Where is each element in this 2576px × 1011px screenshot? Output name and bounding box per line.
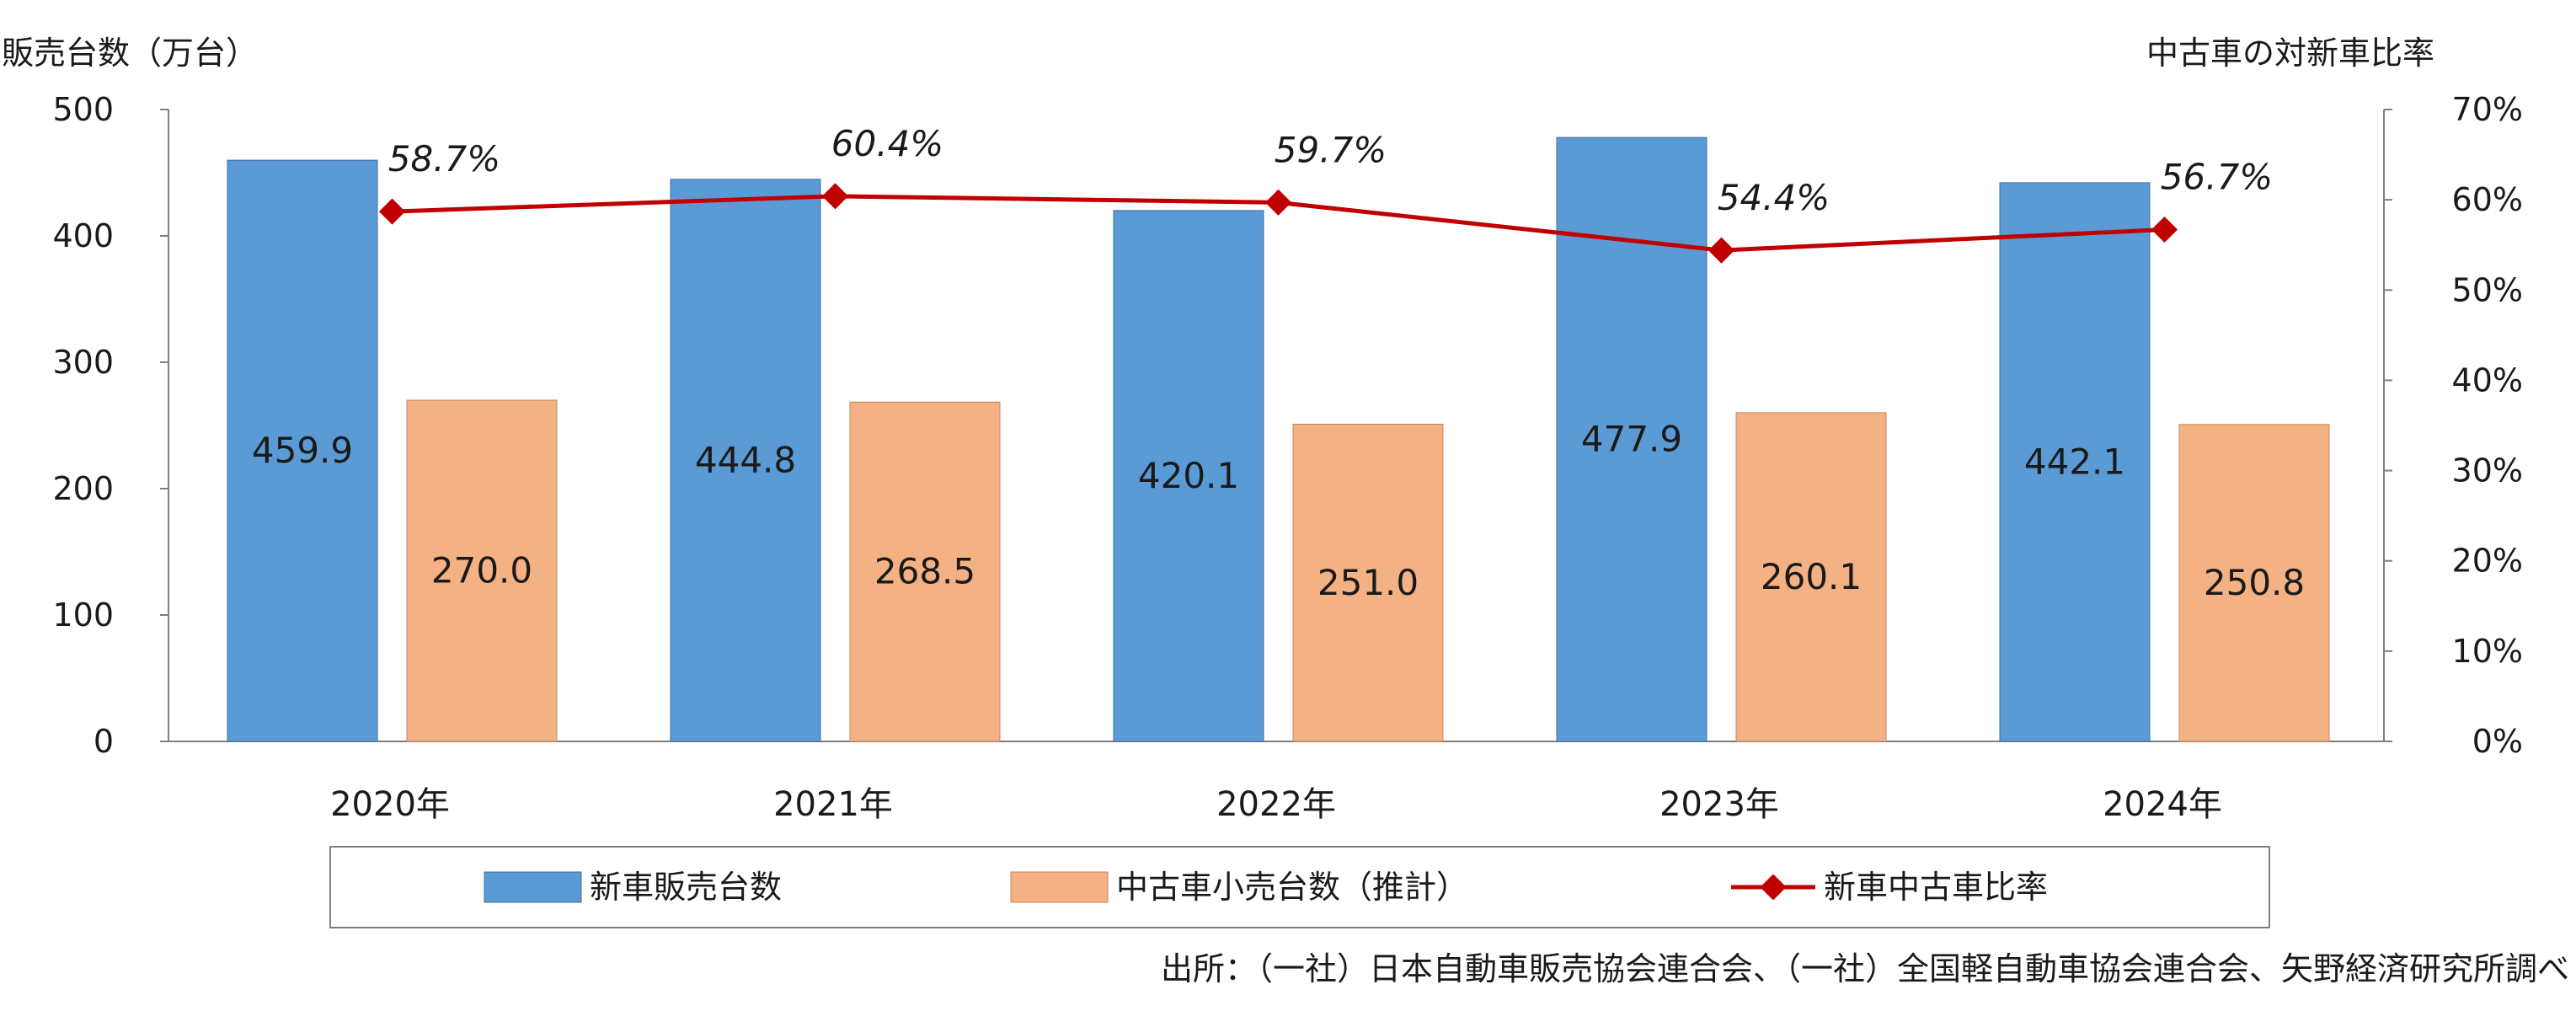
bar-label-used-car-sales: 251.0 bbox=[1317, 562, 1419, 603]
left-tick-label: 500 bbox=[52, 91, 114, 128]
left-tick-label: 300 bbox=[52, 344, 114, 381]
ratio-point bbox=[2151, 216, 2178, 243]
right-tick-label: 0% bbox=[2472, 723, 2523, 760]
bars: 459.9 270.0 444.8 268.5 420.1 251.0 477.9 260.1… bbox=[227, 136, 2330, 742]
x-tick-label: 2022年 bbox=[1216, 785, 1336, 824]
ratio-line: 58.7% 60.4% 59.7% 54.4% 56.7% bbox=[378, 123, 2273, 264]
bar-label-used-car-sales: 268.5 bbox=[874, 551, 975, 592]
bar-new-car-sales bbox=[1556, 136, 1708, 742]
ratio-point bbox=[821, 183, 849, 210]
legend-swatch-new bbox=[484, 871, 582, 903]
bar-label-new-car-sales: 459.9 bbox=[252, 430, 353, 471]
right-tick-label: 20% bbox=[2452, 543, 2523, 580]
bar-new-car-sales bbox=[227, 159, 378, 742]
bar-used-car-sales bbox=[1292, 424, 1444, 742]
bar-new-car-sales bbox=[1113, 210, 1264, 742]
bar-used-car-sales bbox=[406, 399, 558, 742]
right-axis-title: 中古車の対新車比率 bbox=[2146, 35, 2434, 72]
bar-label-used-car-sales: 250.8 bbox=[2204, 562, 2305, 603]
right-tick-label: 60% bbox=[2452, 181, 2523, 218]
ratio-point bbox=[1708, 237, 1735, 264]
ratio-point-label: 54.4% bbox=[1718, 177, 1830, 218]
bar-label-new-car-sales: 442.1 bbox=[2024, 441, 2125, 482]
x-tick-label: 2021年 bbox=[773, 785, 893, 824]
legend-label-ratio: 新車中古車比率 bbox=[1824, 869, 2048, 906]
left-axis-ticks: 0 100 200 300 400 500 bbox=[52, 91, 168, 760]
legend-marker-ratio bbox=[1760, 874, 1787, 901]
bar-label-new-car-sales: 444.8 bbox=[695, 439, 796, 480]
legend-label-used: 中古車小売台数（推計） bbox=[1116, 869, 1468, 906]
left-tick-label: 0 bbox=[94, 723, 114, 760]
bar-label-new-car-sales: 477.9 bbox=[1581, 419, 1682, 460]
legend-box bbox=[329, 846, 2270, 928]
ratio-point bbox=[1264, 189, 1292, 216]
right-axis-ticks: 0% 10% 20% 30% 40% 50% 60% 70% bbox=[2384, 91, 2523, 760]
right-tick-label: 30% bbox=[2452, 452, 2523, 489]
bar-used-car-sales bbox=[2178, 424, 2330, 742]
ratio-point-label: 60.4% bbox=[831, 123, 943, 164]
left-tick-label: 400 bbox=[52, 217, 114, 254]
x-tick-label: 2024年 bbox=[2103, 785, 2222, 824]
bar-label-new-car-sales: 420.1 bbox=[1138, 455, 1239, 496]
bar-new-car-sales bbox=[1999, 182, 2151, 742]
x-tick-label: 2023年 bbox=[1659, 785, 1779, 824]
legend: 新車販売台数 中古車小売台数（推計） 新車中古車比率 bbox=[329, 846, 2270, 928]
right-tick-label: 10% bbox=[2452, 633, 2523, 670]
bar-used-car-sales bbox=[1735, 412, 1887, 742]
bar-label-used-car-sales: 270.0 bbox=[431, 550, 532, 591]
ratio-point bbox=[378, 198, 406, 225]
bar-label-used-car-sales: 260.1 bbox=[1761, 556, 1862, 597]
right-tick-label: 40% bbox=[2452, 361, 2523, 399]
right-tick-label: 50% bbox=[2452, 271, 2523, 308]
left-axis-title: 販売台数（万台） bbox=[2, 35, 258, 72]
ratio-point-label: 58.7% bbox=[388, 138, 500, 179]
bar-new-car-sales bbox=[670, 179, 821, 742]
x-axis-labels: 2020年 2021年 2022年 2023年 2024年 bbox=[330, 785, 2222, 824]
left-tick-label: 200 bbox=[52, 470, 114, 507]
right-tick-label: 70% bbox=[2452, 91, 2523, 128]
legend-swatch-used bbox=[1010, 871, 1109, 903]
legend-label-new: 新車販売台数 bbox=[590, 869, 782, 906]
left-tick-label: 100 bbox=[52, 596, 114, 634]
ratio-point-label: 56.7% bbox=[2161, 157, 2273, 198]
bar-used-car-sales bbox=[849, 401, 1001, 742]
source-note: 出所：（一社）日本自動車販売協会連合会、（一社）全国軽自動車協会連合会、矢野経済… bbox=[1161, 950, 2569, 987]
ratio-point-label: 59.7% bbox=[1275, 129, 1387, 170]
x-tick-label: 2020年 bbox=[330, 785, 450, 824]
